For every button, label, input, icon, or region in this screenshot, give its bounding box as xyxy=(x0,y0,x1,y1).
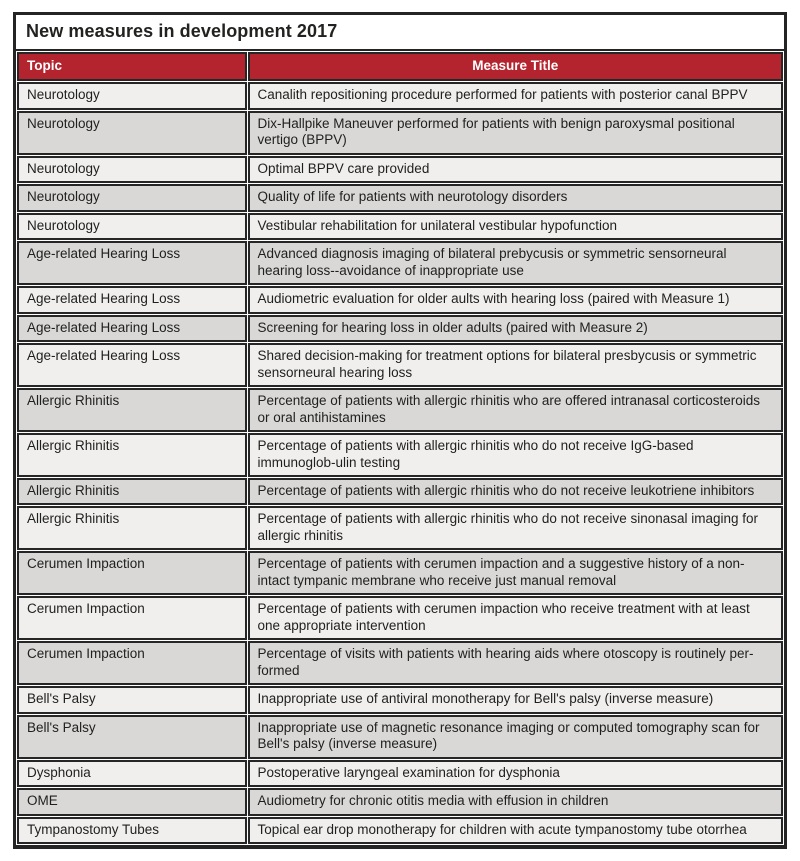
table-row: Cerumen Impaction Percentage of visits w… xyxy=(17,641,783,686)
topic-cell: Cerumen Impaction xyxy=(17,596,247,641)
table-row: Dysphonia Postoperative laryngeal examin… xyxy=(17,759,783,788)
measure-title-cell: Percentage of patients with allergic rhi… xyxy=(247,506,783,551)
measure-title-cell: Vestibular rehabilitation for unilateral… xyxy=(247,212,783,241)
topic-cell: Age-related Hearing Loss xyxy=(17,314,247,343)
measures-table-body: Neurotology Canalith repositioning proce… xyxy=(17,82,783,844)
measure-title-cell: Audiometric evaluation for older aults w… xyxy=(247,286,783,314)
table-row: Allergic Rhinitis Percentage of patients… xyxy=(17,506,783,551)
measure-title-cell: Percentage of patients with allergic rhi… xyxy=(247,477,783,506)
measure-title-cell: Inappropriate use of antiviral monothera… xyxy=(247,686,783,714)
topic-cell: Allergic Rhinitis xyxy=(17,506,247,551)
measure-title-cell: Percentage of patients with cerumen impa… xyxy=(247,551,783,596)
measure-title-cell: Percentage of patients with allergic rhi… xyxy=(247,388,783,433)
table-row: Neurotology Optimal BPPV care provided xyxy=(17,155,783,184)
measure-title-cell: Quality of life for patients with neurot… xyxy=(247,184,783,212)
table-row: Age-related Hearing Loss Audiometric eva… xyxy=(17,286,783,314)
topic-cell: Allergic Rhinitis xyxy=(17,433,247,477)
topic-cell: Neurotology xyxy=(17,110,247,155)
topic-cell: Age-related Hearing Loss xyxy=(17,343,247,388)
table-row: OME Audiometry for chronic otitis media … xyxy=(17,788,783,816)
measure-title-cell: Percentage of patients with allergic rhi… xyxy=(247,433,783,477)
topic-cell: Dysphonia xyxy=(17,759,247,788)
topic-cell: Age-related Hearing Loss xyxy=(17,286,247,314)
table-row: Cerumen Impaction Percentage of patients… xyxy=(17,596,783,641)
table-row: Allergic Rhinitis Percentage of patients… xyxy=(17,433,783,477)
measures-data-table: Topic Measure Title Neurotology Canalith… xyxy=(16,51,784,845)
table-row: Neurotology Dix-Hallpike Maneuver perfor… xyxy=(17,110,783,155)
column-header-topic: Topic xyxy=(17,52,247,82)
measure-title-cell: Screening for hearing loss in older adul… xyxy=(247,314,783,343)
column-header-measure-title: Measure Title xyxy=(247,52,783,82)
table-row: Allergic Rhinitis Percentage of patients… xyxy=(17,388,783,433)
topic-cell: Neurotology xyxy=(17,212,247,241)
measure-title-cell: Dix-Hallpike Maneuver performed for pati… xyxy=(247,110,783,155)
topic-cell: Tympanostomy Tubes xyxy=(17,816,247,844)
table-row: Age-related Hearing Loss Shared decision… xyxy=(17,343,783,388)
measure-title-cell: Canalith repositioning procedure perform… xyxy=(247,82,783,110)
table-row: Cerumen Impaction Percentage of patients… xyxy=(17,551,783,596)
topic-cell: Neurotology xyxy=(17,184,247,212)
table-title: New measures in development 2017 xyxy=(16,15,784,51)
topic-cell: Cerumen Impaction xyxy=(17,551,247,596)
header-row: Topic Measure Title xyxy=(17,52,783,82)
measure-title-cell: Postoperative laryngeal examination for … xyxy=(247,759,783,788)
table-header: Topic Measure Title xyxy=(17,52,783,82)
topic-cell: Cerumen Impaction xyxy=(17,641,247,686)
table-row: Tympanostomy Tubes Topical ear drop mono… xyxy=(17,816,783,844)
topic-cell: Neurotology xyxy=(17,155,247,184)
topic-cell: Age-related Hearing Loss xyxy=(17,241,247,286)
topic-cell: Allergic Rhinitis xyxy=(17,477,247,506)
table-row: Neurotology Quality of life for patients… xyxy=(17,184,783,212)
measure-title-cell: Audiometry for chronic otitis media with… xyxy=(247,788,783,816)
table-row: Neurotology Canalith repositioning proce… xyxy=(17,82,783,110)
measure-title-cell: Shared decision-making for treatment opt… xyxy=(247,343,783,388)
measure-title-cell: Topical ear drop monotherapy for childre… xyxy=(247,816,783,844)
topic-cell: Allergic Rhinitis xyxy=(17,388,247,433)
measure-title-cell: Percentage of visits with patients with … xyxy=(247,641,783,686)
topic-cell: Bell's Palsy xyxy=(17,686,247,714)
measure-title-cell: Optimal BPPV care provided xyxy=(247,155,783,184)
table-row: Age-related Hearing Loss Advanced diagno… xyxy=(17,241,783,286)
measure-title-cell: Percentage of patients with cerumen impa… xyxy=(247,596,783,641)
table-row: Allergic Rhinitis Percentage of patients… xyxy=(17,477,783,506)
measure-title-cell: Advanced diagnosis imaging of bilateral … xyxy=(247,241,783,286)
table-row: Age-related Hearing Loss Screening for h… xyxy=(17,314,783,343)
topic-cell: Neurotology xyxy=(17,82,247,110)
measures-table: New measures in development 2017 Topic M… xyxy=(13,12,787,849)
table-row: Bell's Palsy Inappropriate use of antivi… xyxy=(17,686,783,714)
topic-cell: OME xyxy=(17,788,247,816)
table-row: Neurotology Vestibular rehabilitation fo… xyxy=(17,212,783,241)
